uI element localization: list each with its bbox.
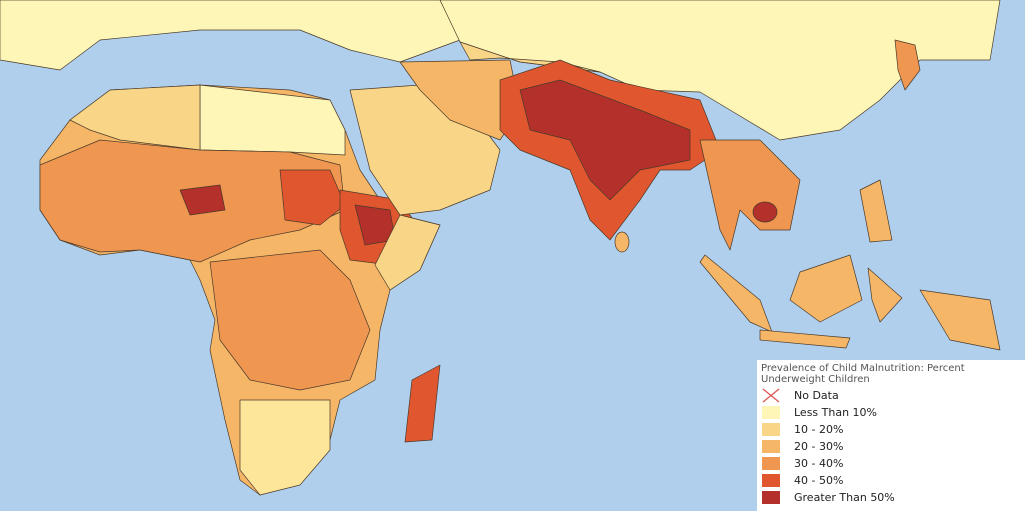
central-africa [209, 249, 371, 391]
horn [374, 214, 441, 291]
southeast-asia [699, 139, 801, 251]
legend-swatch [762, 457, 780, 470]
swatch-rect [762, 423, 780, 436]
sri-lanka [614, 231, 630, 253]
korea-japan [894, 39, 921, 91]
sudan [279, 169, 346, 226]
legend-swatch [762, 388, 780, 403]
india-core [519, 79, 691, 201]
legend-item: 10 - 20% [761, 421, 1021, 438]
madagascar [404, 364, 441, 443]
legend-swatch [762, 474, 780, 487]
cambodia [752, 201, 778, 223]
legend: Prevalence of Child Malnutrition: Percen… [757, 360, 1025, 511]
swatch-rect [762, 491, 780, 504]
sumatra [699, 254, 773, 333]
java [759, 329, 851, 349]
legend-swatch [762, 406, 780, 419]
swatch-rect [762, 440, 780, 453]
legend-label: 20 - 30% [794, 440, 844, 453]
legend-item: 30 - 40% [761, 455, 1021, 472]
legend-label: 10 - 20% [794, 423, 844, 436]
swatch-rect [762, 406, 780, 419]
legend-label: Greater Than 50% [794, 491, 895, 504]
swatch-rect [762, 474, 780, 487]
north-africa [199, 84, 346, 156]
papua [919, 289, 1001, 351]
legend-item: Less Than 10% [761, 404, 1021, 421]
sulawesi [867, 267, 903, 323]
legend-items: No Data Less Than 10% 10 - 20% 20 - 30% 30 -… [761, 387, 1021, 506]
iran [399, 59, 521, 141]
legend-item: Greater Than 50% [761, 489, 1021, 506]
niger [179, 184, 226, 216]
swatch-rect [762, 457, 780, 470]
legend-swatch [762, 440, 780, 453]
legend-item: 20 - 30% [761, 438, 1021, 455]
legend-label: No Data [794, 389, 839, 402]
legend-item: No Data [761, 387, 1021, 404]
borneo [789, 254, 863, 323]
legend-title: Prevalence of Child Malnutrition: Percen… [761, 363, 965, 385]
legend-item: 40 - 50% [761, 472, 1021, 489]
no-data-cross [762, 388, 780, 403]
legend-label: Less Than 10% [794, 406, 878, 419]
legend-label: 30 - 40% [794, 457, 844, 470]
europe [0, 0, 461, 71]
legend-swatch [762, 423, 780, 436]
legend-label: 40 - 50% [794, 474, 844, 487]
legend-swatch [762, 491, 780, 504]
philippines [859, 179, 893, 243]
southern-africa [239, 399, 331, 496]
